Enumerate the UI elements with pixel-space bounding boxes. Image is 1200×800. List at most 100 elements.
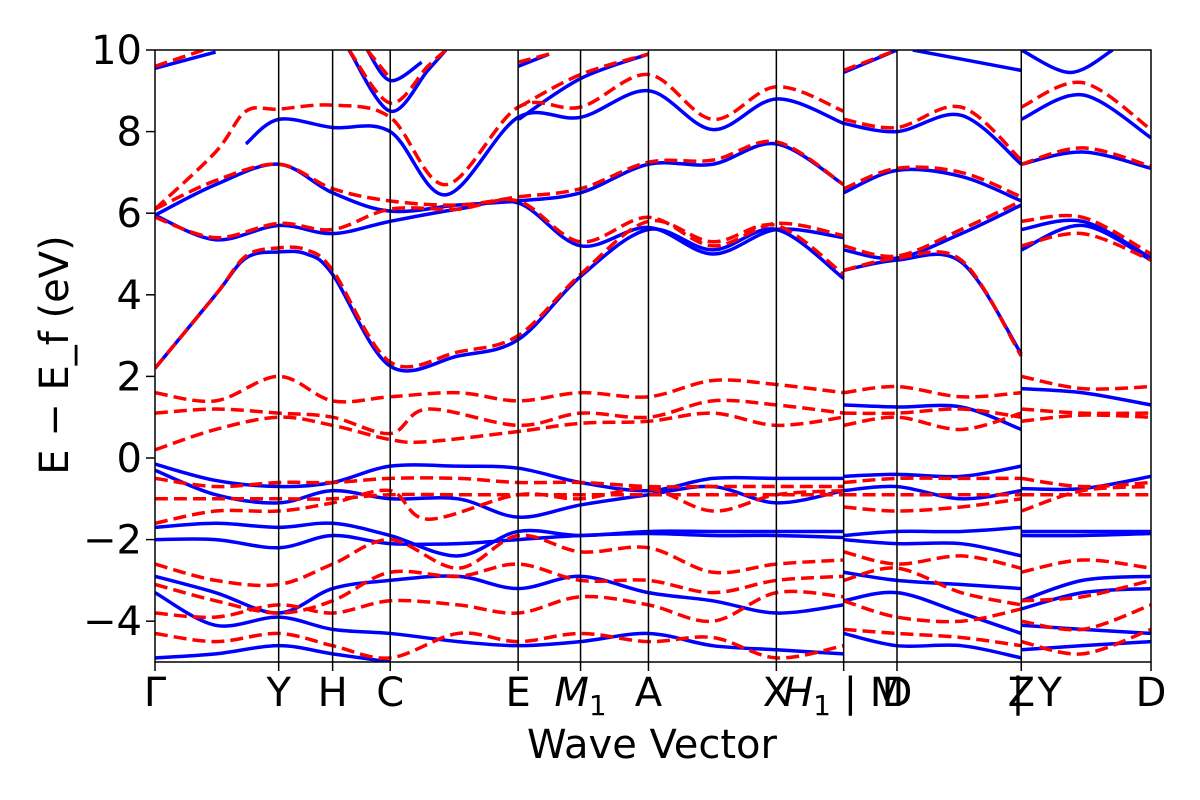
band-solid: [1021, 474, 1151, 492]
band-dashed: [155, 50, 205, 68]
y-tick-label: 10: [91, 28, 142, 74]
band-solid: [155, 531, 844, 550]
band-solid: [843, 203, 1023, 261]
band-solid: [155, 227, 845, 373]
band-dashed: [843, 104, 1023, 162]
band-solid: [1020, 50, 1114, 75]
band-dashed: [155, 374, 844, 404]
band-dashed: [843, 550, 1022, 570]
band-dashed: [155, 411, 844, 452]
x-axis-label: Wave Vector: [527, 722, 778, 768]
band-solid: [365, 50, 423, 83]
band-dashed: [843, 199, 1023, 259]
band-dashed: [843, 627, 1022, 648]
band-dashed: [843, 384, 1022, 399]
band-dashed: [1021, 213, 1151, 256]
band-dashed: [1021, 407, 1151, 416]
band-solid: [1020, 218, 1151, 260]
band-dashed: [843, 497, 1022, 513]
x-tick-label: Y: [265, 670, 291, 716]
band-solid: [155, 468, 844, 519]
band-dashed: [842, 165, 1022, 199]
y-axis-ticks: −4 −2 0 2 4 6 8 10: [83, 28, 155, 645]
band-solid: [843, 484, 1022, 501]
band-dashed: [1020, 558, 1151, 574]
x-tick-label: D: [1136, 670, 1167, 716]
band-dashed: [1020, 603, 1151, 632]
x-tick-label: Z: [1008, 670, 1035, 716]
y-tick-label: 2: [117, 354, 142, 400]
band-dashed: [1020, 146, 1151, 168]
band-dashed: [155, 139, 845, 211]
x-tick-label: X: [763, 670, 790, 716]
band-solid: [155, 199, 844, 256]
band-dashed: [155, 197, 844, 248]
band-dashed: [155, 562, 844, 615]
band-solid: [842, 167, 1022, 203]
band-dashed: [1020, 374, 1151, 391]
band-dashed: [843, 566, 1022, 607]
y-tick-label: 0: [117, 436, 142, 482]
band-solid: [1021, 639, 1151, 652]
band-dashed: [843, 599, 1022, 624]
band-dashed: [1020, 627, 1151, 656]
band-dashed: [843, 476, 1022, 485]
y-tick-label: 8: [117, 110, 142, 156]
x-tick-label: A: [635, 670, 663, 716]
band-dashed: [155, 589, 844, 624]
x-tick-label: | Y: [1011, 670, 1062, 716]
band-solid: [155, 591, 844, 656]
band-dashed: [155, 218, 845, 370]
x-tick-label: H1 | M: [783, 670, 904, 722]
band-solid: [843, 590, 1022, 636]
band-dashed: [1021, 413, 1151, 424]
band-dashed: [843, 407, 1022, 419]
band-solid: [1020, 586, 1151, 611]
x-tick-label: M1: [554, 670, 606, 722]
band-dashed: [1020, 484, 1151, 513]
band-solid: [517, 52, 650, 121]
band-solid: [155, 462, 844, 493]
band-solid: [843, 537, 1022, 558]
y-tick-label: 4: [117, 273, 142, 319]
band-solid: [1021, 531, 1151, 538]
band-dashed: [1021, 578, 1151, 603]
band-solid: [155, 141, 845, 217]
band-dashed: [843, 250, 1023, 357]
band-solid: [1020, 150, 1151, 171]
band-dashed: [1020, 231, 1151, 262]
band-dashed: [155, 72, 845, 211]
x-tick-label: H: [318, 670, 348, 716]
band-dashed: [1020, 80, 1151, 132]
band-solid: [1020, 574, 1151, 603]
x-tick-label: E: [505, 670, 530, 716]
band-solid: [843, 403, 1022, 432]
band-solid: [912, 50, 1022, 73]
band-dashed: [155, 533, 844, 588]
x-tick-label: Γ: [144, 670, 167, 716]
band-solid: [843, 112, 1023, 166]
band-solid: [843, 570, 1022, 591]
x-tick-label: C: [376, 670, 404, 716]
plot-frame: [154, 49, 1152, 663]
band-dashed: [155, 631, 844, 660]
band-solid: [843, 464, 1022, 479]
band-dashed: [347, 50, 448, 105]
band-solid: [843, 525, 1022, 538]
band-solid: [1020, 93, 1151, 140]
bands-layer: [155, 50, 1151, 662]
band-solid: [843, 631, 1022, 660]
band-dashed: [843, 411, 1022, 432]
band-dashed: [843, 50, 898, 73]
y-tick-label: 6: [117, 191, 142, 237]
band-solid: [244, 89, 845, 197]
y-tick-label: −2: [83, 518, 142, 564]
x-tick-label: D: [882, 670, 913, 716]
kpoint-lines: [277, 50, 1023, 662]
band-dashed: [517, 52, 550, 64]
band-dashed: [1021, 476, 1151, 489]
y-tick-label: −4: [83, 599, 142, 645]
y-axis-label: E − E_f (eV): [32, 235, 78, 474]
